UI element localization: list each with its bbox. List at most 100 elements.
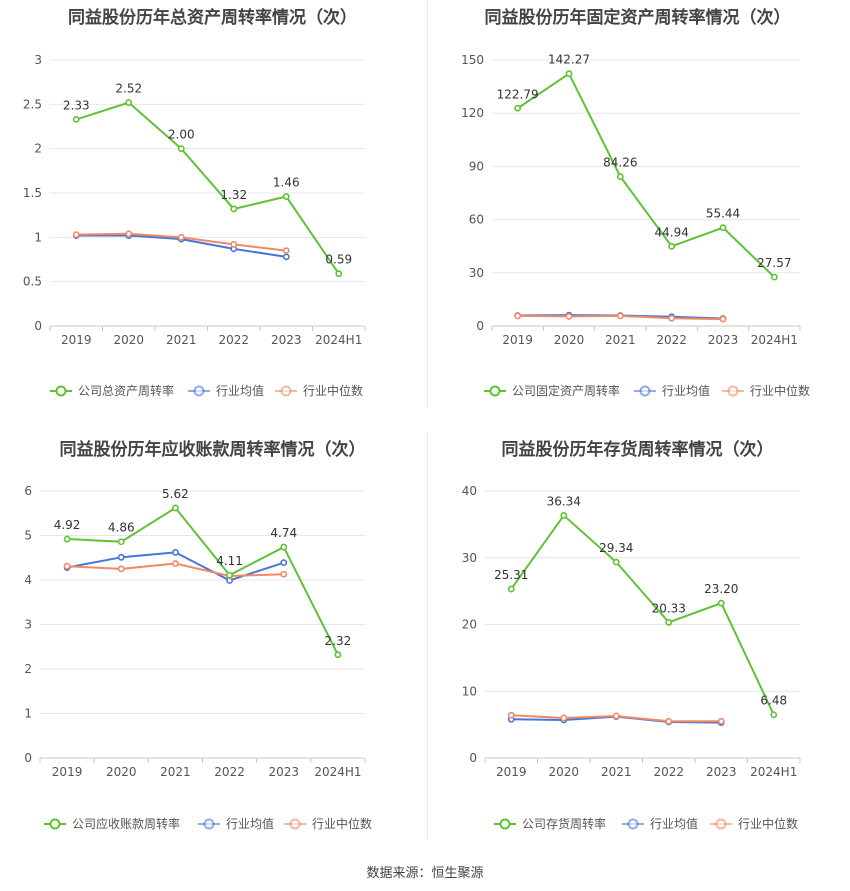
- legend-item-industry-avg[interactable]: 行业均值: [198, 816, 274, 831]
- x-tick-label: 2021: [601, 765, 632, 779]
- data-label: 55.44: [706, 207, 740, 221]
- x-tick-label: 2023: [271, 333, 302, 347]
- legend-swatch-marker: [727, 385, 739, 397]
- legend-swatch-marker: [289, 818, 301, 830]
- legend-item-industry-avg[interactable]: 行业均值: [622, 816, 698, 831]
- y-tick-label: 3: [34, 53, 42, 67]
- data-label: 44.94: [654, 225, 688, 239]
- legend-item-industry-median[interactable]: 行业中位数: [710, 816, 798, 831]
- data-label: 20.33: [652, 601, 686, 615]
- data-point-company: [125, 99, 133, 106]
- data-point-industry-median: [717, 717, 725, 725]
- x-tick-label: 2022: [656, 333, 687, 347]
- data-point-industry-median: [514, 312, 522, 320]
- legend-item-company[interactable]: 公司应收账款周转率: [44, 816, 180, 831]
- legend-item-industry-avg[interactable]: 行业均值: [634, 383, 710, 398]
- data-point-industry-median: [612, 712, 620, 720]
- data-point-company: [612, 558, 620, 566]
- legend-swatch-marker: [49, 818, 61, 830]
- data-point-industry-median: [282, 247, 290, 255]
- data-label: 36.34: [547, 494, 581, 508]
- x-tick-label: 2021: [605, 333, 636, 347]
- data-point-industry-median: [125, 230, 133, 238]
- data-point-company: [117, 538, 125, 546]
- x-tick-label: 2023: [708, 333, 739, 347]
- legend-item-company[interactable]: 公司存货周转率: [494, 816, 606, 831]
- data-point-company: [230, 205, 238, 213]
- legend-swatch-marker: [280, 385, 292, 397]
- x-tick-label: 2024H1: [751, 333, 798, 347]
- data-point-industry-median: [280, 570, 288, 578]
- data-label: 2.32: [325, 634, 352, 648]
- x-tick-label: 2024H1: [750, 765, 797, 779]
- panel-divider-top: [427, 0, 428, 408]
- data-point-company: [770, 711, 778, 719]
- data-source-footer: 数据来源：恒生聚源: [366, 866, 484, 881]
- y-tick-label: 0: [469, 751, 477, 765]
- y-tick-label: 10: [462, 684, 477, 698]
- data-point-industry-median: [172, 560, 179, 567]
- x-tick-label: 2022: [218, 333, 249, 347]
- legend-label: 公司应收账款周转率: [72, 816, 180, 831]
- data-point-industry-avg: [172, 549, 179, 556]
- legend-label: 行业中位数: [312, 816, 372, 831]
- y-tick-label: 0: [476, 319, 484, 333]
- data-point-company: [335, 270, 343, 278]
- data-point-industry-median: [63, 562, 71, 570]
- data-label: 23.20: [704, 582, 738, 596]
- data-point-industry-avg: [280, 559, 288, 567]
- chart-receivables-turnover: 0 1 2 3 4 5 6 2019 2020 2021 2022 2023 2024H1 4.92 4.8…: [24, 484, 372, 831]
- legend-item-industry-avg[interactable]: 行业均值: [188, 383, 264, 398]
- data-point-industry-median: [177, 233, 185, 241]
- legend-swatch-marker: [489, 385, 501, 397]
- data-label: 1.32: [220, 188, 247, 202]
- data-point-company: [717, 599, 725, 607]
- y-tick-label: 1: [34, 230, 42, 244]
- legend-item-industry-median[interactable]: 行业中位数: [284, 816, 372, 831]
- data-point-industry-avg: [282, 253, 290, 261]
- data-label: 0.59: [325, 253, 352, 267]
- x-tick-label: 2019: [52, 765, 83, 779]
- y-tick-label: 2: [34, 142, 42, 156]
- legend-item-company[interactable]: 公司固定资产周转率: [484, 383, 620, 398]
- data-point-industry-median: [230, 241, 238, 248]
- x-tick-label: 2019: [61, 333, 92, 347]
- data-label: 5.62: [162, 487, 189, 501]
- y-tick-label: 30: [469, 266, 484, 280]
- data-label: 2.33: [63, 98, 90, 112]
- data-label: 2.52: [115, 82, 142, 96]
- data-point-company: [334, 651, 342, 659]
- data-label: 6.48: [760, 694, 787, 708]
- data-point-company: [282, 193, 290, 200]
- legend-item-industry-median[interactable]: 行业中位数: [275, 383, 363, 398]
- data-point-industry-median: [719, 315, 727, 323]
- y-tick-label: 150: [461, 53, 484, 67]
- data-point-industry-median: [560, 714, 568, 722]
- data-point-company: [668, 242, 676, 250]
- data-label: 142.27: [548, 53, 590, 67]
- legend-swatch-marker: [203, 818, 215, 830]
- data-label: 84.26: [603, 156, 637, 170]
- legend-label: 行业均值: [216, 383, 264, 398]
- legend-item-company[interactable]: 公司总资产周转率: [50, 383, 174, 398]
- data-point-industry-median: [72, 231, 80, 239]
- legend-label: 公司存货周转率: [522, 816, 606, 831]
- legend-swatch-marker: [55, 385, 67, 397]
- y-tick-label: 2: [24, 662, 32, 676]
- data-point-company: [665, 618, 673, 626]
- legend-item-industry-median[interactable]: 行业中位数: [722, 383, 810, 398]
- x-tick-label: 2021: [166, 333, 197, 347]
- data-point-industry-median: [616, 312, 624, 320]
- chart-fixed-asset-turnover: 0 30 60 90 120 150 2019 2020 2021 2022 2023 2024H1 1…: [461, 53, 810, 398]
- data-point-company: [280, 543, 288, 551]
- data-point-company: [560, 512, 568, 519]
- chart-title: 同益股份历年总资产周转率情况（次）: [68, 8, 357, 28]
- x-tick-label: 2019: [496, 765, 527, 779]
- x-tick-label: 2020: [548, 765, 579, 779]
- data-point-industry-median: [668, 314, 676, 322]
- y-tick-label: 1.5: [23, 186, 42, 200]
- data-point-company: [719, 224, 727, 232]
- chart-panel-inventory-turnover: 同益股份历年存货周转率情况（次） 0 10 20 30 40 2019 2020 2021 20…: [425, 432, 850, 842]
- data-point-company: [226, 571, 233, 579]
- legend-swatch-marker: [627, 818, 639, 830]
